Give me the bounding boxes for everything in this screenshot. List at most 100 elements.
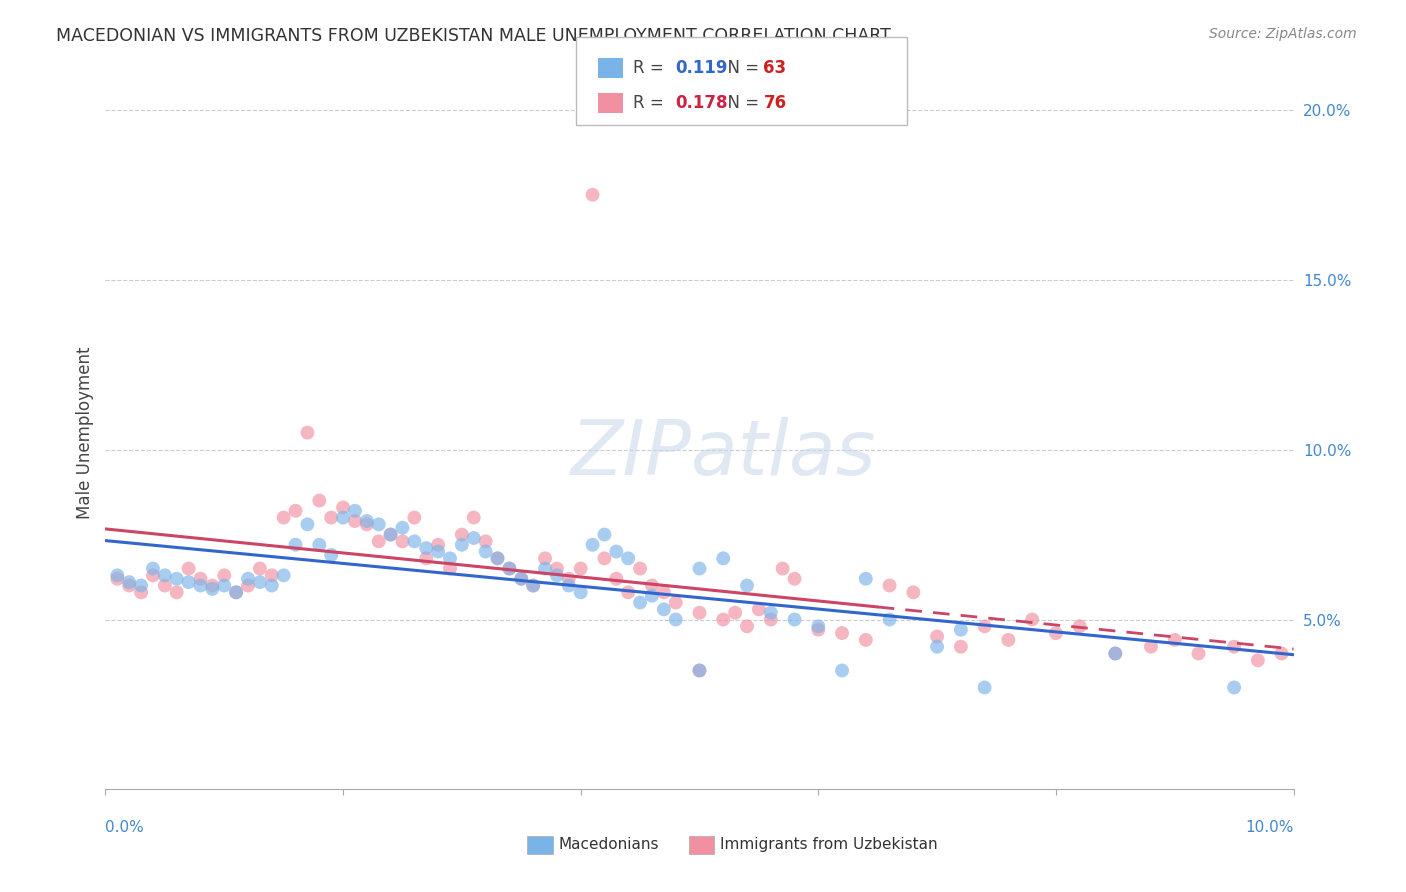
Point xyxy=(356,514,378,528)
Point xyxy=(1104,647,1126,661)
Text: N =: N = xyxy=(717,59,765,77)
Point xyxy=(522,578,544,592)
Point xyxy=(855,632,877,647)
Point xyxy=(665,613,688,627)
Text: N =: N = xyxy=(717,95,765,112)
Point xyxy=(879,613,901,627)
Text: Macedonians: Macedonians xyxy=(558,838,658,852)
Point xyxy=(367,534,389,549)
Point xyxy=(641,578,664,592)
Point xyxy=(807,623,830,637)
Point xyxy=(973,681,995,695)
Point xyxy=(486,551,509,566)
Point xyxy=(558,578,581,592)
Point xyxy=(166,572,188,586)
Text: R =: R = xyxy=(633,95,669,112)
Point xyxy=(628,561,651,575)
Point xyxy=(831,664,853,678)
Point xyxy=(177,575,200,590)
Text: 10.0%: 10.0% xyxy=(1246,821,1294,835)
Point xyxy=(439,561,461,575)
Point xyxy=(641,589,664,603)
Point xyxy=(735,619,758,633)
Point xyxy=(236,578,259,592)
Point xyxy=(665,595,688,609)
Point xyxy=(711,613,734,627)
Point xyxy=(273,568,295,582)
Point xyxy=(118,575,141,590)
Point xyxy=(689,606,711,620)
Point xyxy=(308,538,330,552)
Point xyxy=(783,613,806,627)
Point xyxy=(118,578,141,592)
Point xyxy=(1140,640,1163,654)
Point xyxy=(617,551,640,566)
Point xyxy=(569,561,592,575)
Point xyxy=(153,568,176,582)
Point xyxy=(1069,619,1091,633)
Point xyxy=(236,572,259,586)
Point xyxy=(997,632,1019,647)
Point xyxy=(177,561,200,575)
Point xyxy=(404,510,426,524)
Point xyxy=(748,602,770,616)
Point xyxy=(474,544,496,558)
Point xyxy=(783,572,806,586)
Point xyxy=(391,534,413,549)
Point xyxy=(522,578,544,592)
Point xyxy=(142,568,165,582)
Point xyxy=(260,578,283,592)
Point xyxy=(1247,653,1270,667)
Point xyxy=(807,619,830,633)
Point xyxy=(260,568,283,582)
Point xyxy=(332,510,354,524)
Point xyxy=(759,613,782,627)
Point xyxy=(463,510,485,524)
Text: 0.178: 0.178 xyxy=(675,95,727,112)
Point xyxy=(367,517,389,532)
Point xyxy=(463,531,485,545)
Point xyxy=(1223,640,1246,654)
Point xyxy=(498,561,520,575)
Point xyxy=(129,578,152,592)
Text: 0.0%: 0.0% xyxy=(105,821,145,835)
Point xyxy=(343,514,366,528)
Point xyxy=(439,551,461,566)
Point xyxy=(427,538,450,552)
Point xyxy=(153,578,176,592)
Point xyxy=(510,572,533,586)
Point xyxy=(605,572,627,586)
Point xyxy=(404,534,426,549)
Point xyxy=(415,551,437,566)
Point xyxy=(343,504,366,518)
Point xyxy=(593,527,616,541)
Point xyxy=(724,606,747,620)
Text: Source: ZipAtlas.com: Source: ZipAtlas.com xyxy=(1209,27,1357,41)
Point xyxy=(321,548,343,562)
Point xyxy=(356,517,378,532)
Point xyxy=(225,585,247,599)
Point xyxy=(973,619,995,633)
Point xyxy=(391,521,413,535)
Point xyxy=(927,630,949,644)
Point xyxy=(546,568,568,582)
Point xyxy=(498,561,520,575)
Point xyxy=(581,538,603,552)
Point xyxy=(214,578,236,592)
Point xyxy=(510,572,533,586)
Point xyxy=(129,585,152,599)
Point xyxy=(1271,647,1294,661)
Point xyxy=(105,572,128,586)
Point xyxy=(581,187,603,202)
Text: 63: 63 xyxy=(763,59,786,77)
Point xyxy=(689,664,711,678)
Point xyxy=(534,561,557,575)
Point xyxy=(308,493,330,508)
Point xyxy=(380,527,402,541)
Point xyxy=(534,551,557,566)
Point xyxy=(105,568,128,582)
Point xyxy=(1164,632,1187,647)
Point xyxy=(949,623,972,637)
Point xyxy=(1187,647,1209,661)
Point xyxy=(427,544,450,558)
